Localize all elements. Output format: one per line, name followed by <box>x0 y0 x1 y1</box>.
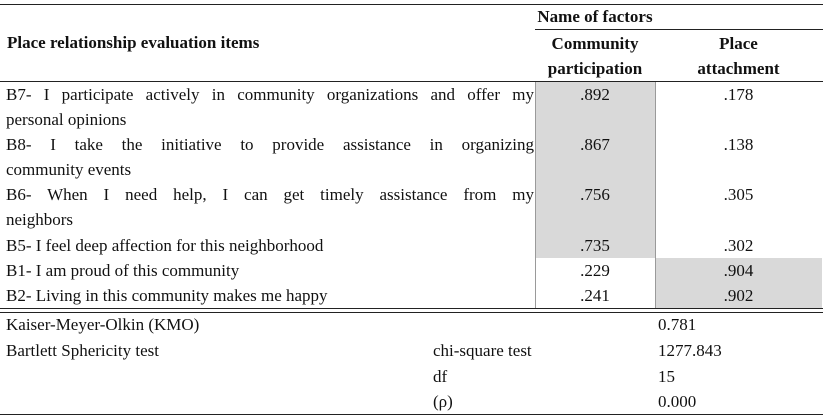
item-text-line1: B1- I am proud of this community <box>6 261 240 280</box>
items-title: Place relationship evaluation items <box>7 33 260 52</box>
col-place-attachment-line2: attachment <box>697 59 780 78</box>
loading-place-attachment: .302 <box>723 236 754 255</box>
factors-column-separator <box>655 82 656 308</box>
factors-title: Name of factors <box>537 7 653 26</box>
table-row-item: B5- I feel deep affection for this neigh… <box>6 233 534 258</box>
item-text-line1: B5- I feel deep affection for this neigh… <box>6 236 324 255</box>
loading-community-participation: .229 <box>580 261 610 280</box>
item-text-line2: community events <box>6 160 132 179</box>
loading-place-attachment: .178 <box>723 85 754 104</box>
bartlett-label: Bartlett Sphericity test <box>6 341 159 360</box>
loading-community-participation: .735 <box>580 236 610 255</box>
table-row-item: B6- When I need help, I can get timely a… <box>6 182 534 232</box>
df-label: df <box>433 367 448 386</box>
table-row-item: B2- Living in this community makes me ha… <box>6 283 534 308</box>
items-column-separator <box>535 82 536 308</box>
top-rule <box>0 4 823 5</box>
chi-square-value: 1277.843 <box>658 341 722 360</box>
item-text-line1: B2- Living in this community makes me ha… <box>6 286 328 305</box>
highlight-community-participation <box>535 82 655 258</box>
loading-place-attachment: .904 <box>723 261 754 280</box>
col-community-participation-line1: Community <box>551 34 639 53</box>
factors-underline <box>535 29 823 30</box>
loading-place-attachment: .902 <box>723 286 754 305</box>
item-text-line1: B8- I take the initiative to provide ass… <box>6 135 534 154</box>
loading-community-participation: .867 <box>580 135 610 154</box>
chi-square-label: chi-square test <box>433 341 532 360</box>
table-row-item: B8- I take the initiative to provide ass… <box>6 132 534 182</box>
header-rule <box>0 81 823 82</box>
col-place-attachment-line1: Place <box>719 34 758 53</box>
body-rule-top <box>0 308 823 309</box>
item-text-line2: personal opinions <box>6 110 127 129</box>
item-text-line1: B7- I participate actively in community … <box>6 85 534 104</box>
bottom-rule <box>0 414 823 415</box>
loading-place-attachment: .138 <box>723 135 754 154</box>
p-value-label: (ρ) <box>433 392 453 411</box>
item-text-line2: neighbors <box>6 210 74 229</box>
df-value: 15 <box>658 367 675 386</box>
loading-community-participation: .756 <box>580 185 610 204</box>
kmo-value: 0.781 <box>658 315 697 334</box>
table-row-item: B7- I participate actively in community … <box>6 82 534 132</box>
loading-place-attachment: .305 <box>723 185 754 204</box>
kmo-label: Kaiser-Meyer-Olkin (KMO) <box>6 315 200 334</box>
col-community-participation-line2: participation <box>547 59 643 78</box>
p-value: 0.000 <box>658 392 697 411</box>
loading-community-participation: .892 <box>580 85 610 104</box>
item-text-line1: B6- When I need help, I can get timely a… <box>6 185 534 204</box>
table-row-item: B1- I am proud of this community <box>6 258 534 283</box>
body-rule-bottom <box>0 312 823 313</box>
highlight-place-attachment <box>655 258 822 308</box>
loading-community-participation: .241 <box>580 286 610 305</box>
